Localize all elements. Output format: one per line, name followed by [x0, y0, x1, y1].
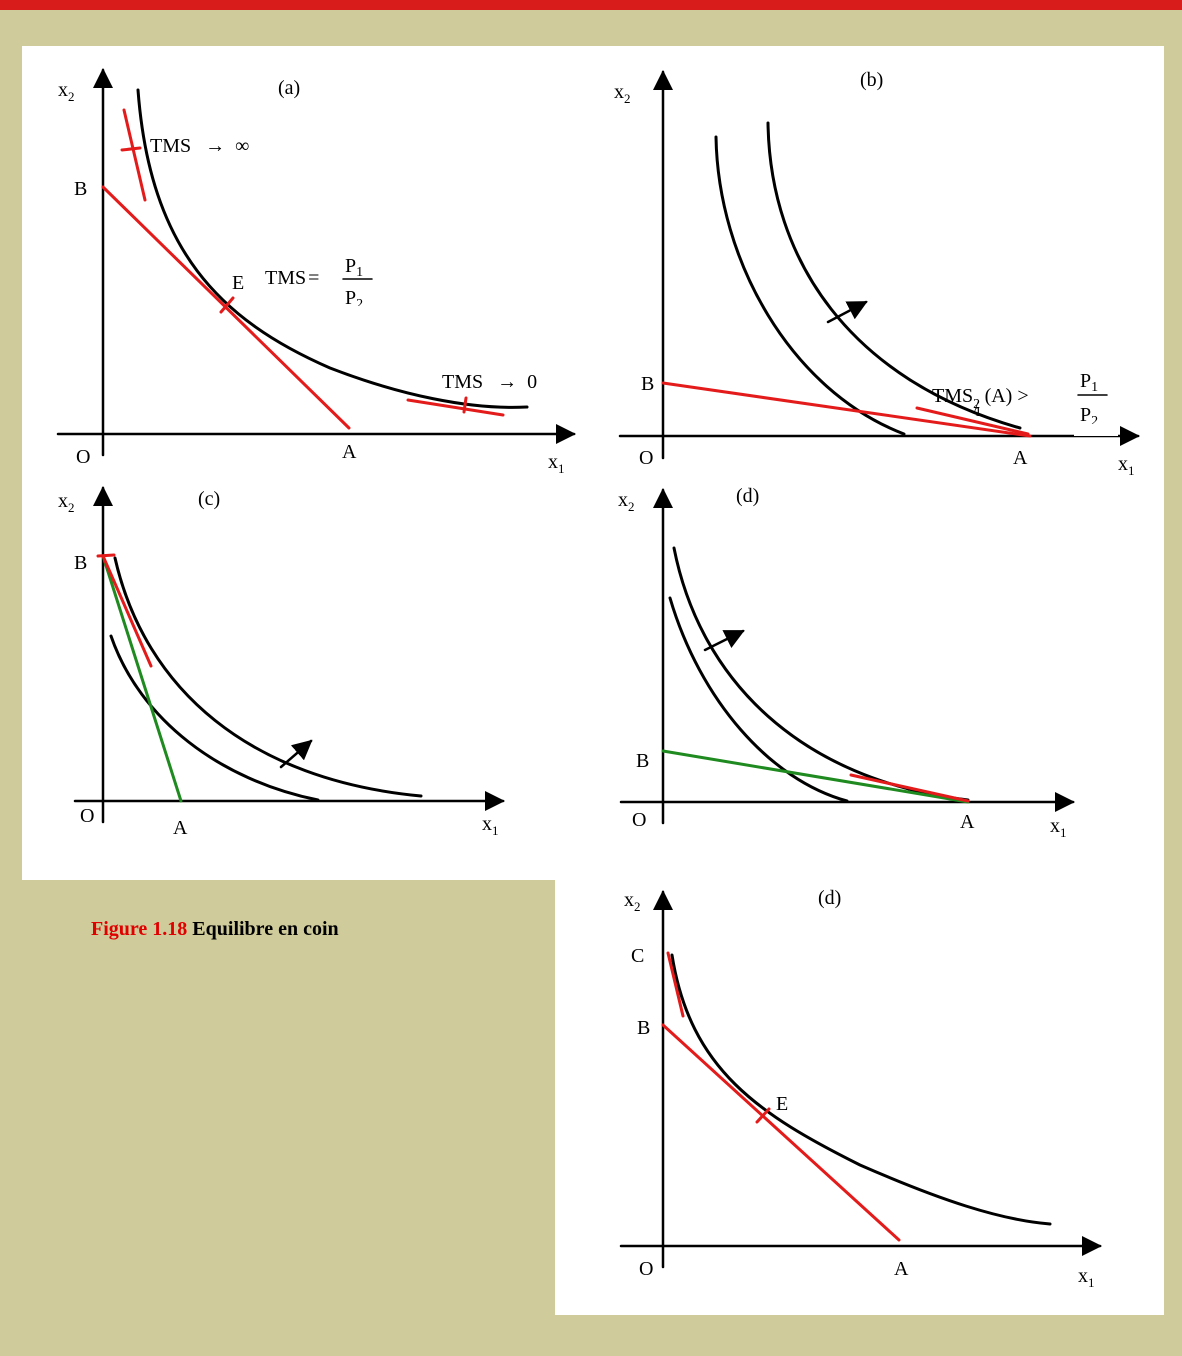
origin-label: O [80, 805, 94, 827]
tangent-line [101, 554, 153, 668]
equilibrium-mark [755, 1107, 771, 1124]
shift-arrow [703, 629, 745, 652]
point-b-label: B [637, 1017, 650, 1039]
tangent-line-flat [406, 398, 505, 417]
figure-number: Figure 1.18 [91, 918, 188, 940]
indifference-curve-low [714, 135, 906, 436]
y-axis-label: x2 [58, 79, 75, 104]
point-b-label: B [74, 178, 87, 200]
panel-a: (a) x2 x1 O B A E TMS → ∞ TMS = P1 P2 TMS → 0 [56, 68, 576, 476]
figure-background-top [22, 46, 1164, 880]
tms-zero-note: TMS → 0 [442, 371, 537, 393]
panel-label: (d) [736, 485, 759, 507]
budget-line [661, 1023, 901, 1242]
point-a-label: A [173, 817, 188, 839]
origin-label: O [639, 447, 653, 469]
shift-arrow [826, 300, 868, 324]
point-a-label: A [1013, 447, 1028, 469]
figure-title: Equilibre en coin [192, 918, 339, 940]
origin-label: O [639, 1258, 653, 1280]
corner-mark [96, 553, 116, 558]
denominator-mask [338, 306, 382, 320]
panel-label: (a) [278, 77, 300, 99]
equilibrium-mark [219, 296, 235, 314]
y-axis-label: x2 [618, 489, 635, 514]
x-axis-label: x1 [482, 813, 499, 838]
indifference-curve-high [672, 546, 970, 802]
x-axis-label: x1 [1050, 815, 1067, 840]
panel-label: (c) [198, 488, 220, 510]
tangent-line-steep [666, 951, 685, 1018]
budget-line [661, 749, 970, 804]
point-b-label: B [641, 373, 654, 395]
y-axis-label: x2 [614, 81, 631, 106]
tangent-line [915, 406, 1030, 436]
denominator-mask [1074, 424, 1118, 436]
point-a-label: A [894, 1258, 909, 1280]
point-b-label: B [636, 750, 649, 772]
x-axis-label: x1 [1118, 453, 1135, 478]
y-axis-label: x2 [624, 889, 641, 914]
tangent-mark [462, 396, 468, 414]
fraction-numerator: P1 [345, 255, 363, 280]
indifference-curve-low [109, 634, 320, 802]
panel-d: (d) x2 x1 O B A [618, 485, 1075, 840]
y-axis-label: x2 [58, 490, 75, 515]
tangent-mark [120, 146, 142, 152]
point-a-label: A [960, 811, 975, 833]
tangent-line [849, 773, 970, 803]
panel-label: (b) [860, 69, 883, 91]
origin-label: O [632, 809, 646, 831]
budget-line [661, 381, 1032, 438]
panel-b: (b) x2 x1 O B A TMS2/1(A) > P1 P2 [614, 69, 1140, 478]
fraction-numerator: P1 [1080, 370, 1098, 395]
figure-caption: Figure 1.18 Equilibre en coin [91, 918, 339, 941]
tms-condition: TMS2/1(A) > [932, 385, 1029, 420]
point-a-label: A [342, 441, 357, 463]
tms-infinity-note: TMS → ∞ [150, 135, 249, 157]
x-axis-label: x1 [548, 451, 565, 476]
indifference-curve [670, 953, 1052, 1226]
fraction-denominator: P2 [1080, 404, 1098, 429]
panel-label: (d) [818, 887, 841, 909]
tms-equation: TMS = [265, 267, 319, 289]
indifference-curve [136, 88, 529, 409]
point-b-label: B [74, 552, 87, 574]
top-accent-bar [0, 0, 1182, 10]
indifference-curve-high [113, 556, 423, 798]
budget-line [101, 554, 183, 803]
indifference-curve-low [668, 596, 849, 803]
panel-c: (c) x2 x1 O B A [58, 486, 505, 839]
point-c-label: C [631, 945, 644, 967]
point-e-label: E [776, 1093, 788, 1115]
figure-background-bottom [555, 878, 1164, 1315]
indifference-curve-high [766, 121, 1022, 430]
fraction-denominator: P2 [345, 287, 363, 312]
point-e-label: E [232, 272, 244, 294]
shift-arrow [279, 739, 313, 769]
tangent-line-steep [122, 108, 147, 202]
x-axis-label: x1 [1078, 1265, 1095, 1290]
panel-e: (d) x2 x1 O C B E A [619, 887, 1102, 1290]
origin-label: O [76, 446, 90, 468]
